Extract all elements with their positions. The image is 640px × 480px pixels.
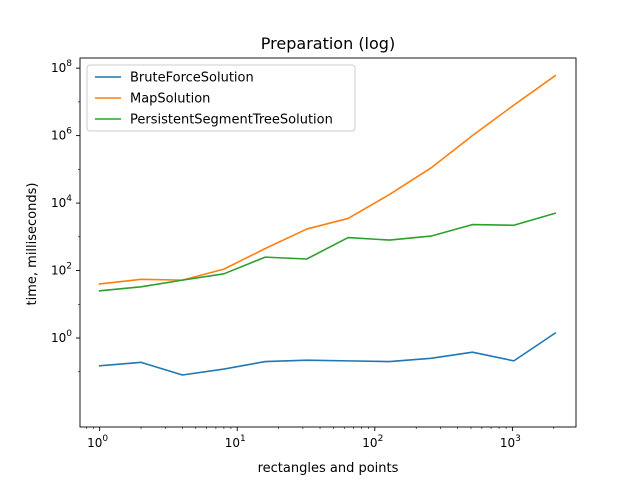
x-tick-label-3: 103 [500, 434, 521, 450]
x-axis-label: rectangles and points [258, 461, 399, 476]
y-axis-label: time, milliseconds) [25, 183, 40, 306]
series-line-0 [98, 331, 557, 376]
y-tick-label-1: 102 [51, 262, 72, 278]
series-line-2 [98, 212, 557, 292]
y-tick-label-0: 100 [51, 329, 72, 345]
y-tick-label-2: 104 [51, 194, 72, 210]
x-tick-label-2: 102 [362, 434, 383, 450]
y-tick-label-4: 108 [51, 59, 72, 75]
x-tick-label-1: 101 [225, 434, 246, 450]
axes [79, 57, 577, 428]
chart-title: Preparation (log) [261, 34, 395, 53]
x-tick-label-0: 100 [87, 434, 108, 450]
axes-frame [79, 57, 577, 428]
ticks: 100 101 102 103 100 102 104 106 108 [51, 59, 555, 450]
legend-label-0: BruteForceSolution [130, 71, 254, 86]
legend-label-1: MapSolution [130, 92, 210, 107]
legend: BruteForceSolution MapSolution PersistentS… [86, 64, 356, 132]
series-lines [98, 74, 557, 376]
legend-box [86, 64, 356, 132]
series-line-1 [98, 74, 557, 285]
legend-label-2: PersistentSegmentTreeSolution [130, 113, 333, 128]
y-tick-label-3: 106 [51, 127, 72, 143]
